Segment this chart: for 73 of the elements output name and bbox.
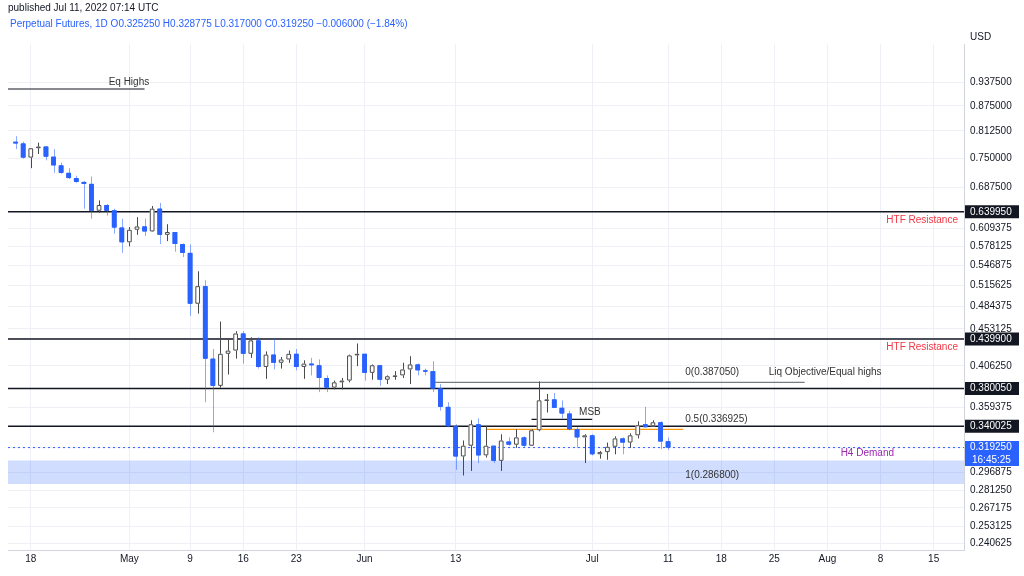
annotation: 0.5(0.336925)	[685, 412, 748, 424]
candlestick	[354, 342, 360, 367]
annotation: Liq Objective/Equal highs	[768, 366, 882, 378]
y-tick-label: 0.439900	[970, 332, 1013, 344]
x-tick-label: 11	[662, 552, 674, 564]
x-tick-label: Aug	[818, 552, 837, 564]
y-tick-label: 0.281250	[970, 484, 1013, 496]
y-tick-label: 0.340025	[970, 419, 1013, 431]
x-tick-label: 16	[237, 552, 250, 564]
y-tick-label: 0.639950	[970, 205, 1013, 217]
band-label: H4 Demand	[840, 447, 894, 459]
annotation: 1(0.286800)	[685, 468, 740, 480]
candlestick	[256, 336, 261, 370]
candlestick	[195, 270, 201, 315]
x-tick-label: 18	[25, 552, 37, 564]
y-tick-label: 0.406250	[970, 359, 1013, 371]
y-tick-label: 0.812500	[970, 124, 1013, 136]
candlestick	[658, 420, 663, 450]
y-tick-label: 0.875000	[970, 99, 1013, 111]
y-tick-label: 0.380050	[970, 382, 1013, 394]
candlestick	[582, 433, 587, 464]
y-tick-label: 0.578125	[970, 240, 1013, 252]
x-tick-label: Jun	[356, 552, 373, 564]
candlestick	[28, 147, 34, 169]
candlestick	[536, 380, 542, 432]
y-tick-label: 0.609375	[970, 222, 1013, 234]
y-tick-label: 0.750000	[970, 151, 1013, 163]
y-tick-label: 0.240625	[970, 537, 1013, 549]
text: 16:45:25	[972, 453, 1012, 465]
candlestick	[248, 336, 254, 359]
y-tick-label: 0.319250	[970, 441, 1013, 453]
candlestick	[468, 419, 474, 472]
candlestick	[225, 338, 231, 376]
y-tick-label: 0.359375	[970, 401, 1013, 413]
y-tick-label: 0.267175	[970, 501, 1013, 513]
candlestick	[544, 393, 550, 414]
candlestick	[483, 425, 489, 459]
x-tick-label: 18	[715, 552, 728, 564]
y-tick-label: 0.546875	[970, 258, 1013, 270]
x-tick-label: May	[119, 552, 139, 564]
x-tick-label: 13	[450, 552, 462, 564]
candlestick	[407, 355, 413, 385]
ref-line-label: HTF Resistance	[886, 340, 959, 352]
x-tick-label: 23	[290, 552, 303, 564]
chart-title: Perpetual Futures, 1D O0.325250 H0.328775 L0.317000 C0.319250 −0.006000 (−1.84%)	[10, 18, 408, 29]
candlestick	[233, 330, 238, 360]
candlestick	[218, 321, 223, 389]
x-tick-label: 9	[187, 552, 194, 564]
candlestick	[460, 439, 466, 477]
y-tick-label: 0.687500	[970, 181, 1013, 193]
y-tick-label: 0.937500	[970, 76, 1013, 88]
annotation: MSB	[579, 406, 602, 418]
candlestick	[149, 205, 155, 232]
y-tick-label: 0.515625	[970, 278, 1013, 290]
x-tick-label: 8	[877, 552, 884, 564]
chart-subtitle: published Jul 11, 2022 07:14 UTC	[8, 2, 159, 13]
candlestick	[263, 350, 269, 380]
candlestick	[347, 354, 352, 383]
y-tick-label: 0.453125	[970, 322, 1013, 334]
annotation: Eq Highs	[108, 75, 150, 87]
candlestick	[498, 433, 504, 472]
x-tick-label: Jul	[585, 552, 599, 564]
candlestick	[127, 226, 132, 247]
y-tick-label: 0.296875	[970, 465, 1013, 477]
annotation: 0(0.387050)	[685, 366, 740, 378]
ref-line-label: HTF Resistance	[886, 213, 959, 225]
y-tick-label: 0.253125	[970, 520, 1013, 531]
y-axis-title: USD	[970, 30, 992, 42]
x-tick-label: 15	[928, 552, 940, 564]
candlestick	[514, 428, 519, 449]
x-tick-label: 25	[768, 552, 781, 564]
candlestick	[301, 359, 307, 380]
y-tick-label: 0.484375	[970, 300, 1013, 312]
